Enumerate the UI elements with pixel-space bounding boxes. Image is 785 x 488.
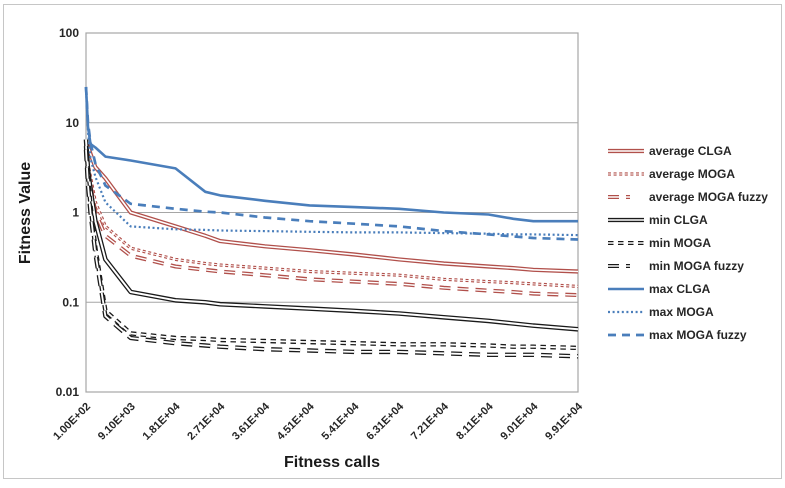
legend-marker-icon (608, 333, 644, 336)
legend-marker-icon (608, 240, 644, 245)
x-tick-label: 9.10E+03 (96, 401, 138, 443)
legend-marker-icon (608, 263, 630, 268)
y-tick-label: 10 (66, 116, 80, 130)
series-line-core (85, 142, 579, 273)
legend-marker-icon (608, 310, 644, 313)
x-tick-label: 1.81E+04 (141, 400, 184, 443)
x-tick-label: 5.41E+04 (319, 400, 362, 443)
x-tick-label: 3.61E+04 (230, 400, 273, 443)
legend-item-label: max MOGA fuzzy (649, 327, 747, 342)
y-tick-label: 0.1 (62, 295, 79, 309)
gridlines (85, 32, 579, 393)
series-line-core (85, 146, 579, 287)
legend-item-label: max MOGA (649, 304, 714, 319)
legend-item-average-MOGA: average MOGA (606, 162, 768, 185)
y-axis-title: Fitness Value (17, 162, 34, 264)
legend-item-max-CLGA: max CLGA (606, 277, 768, 300)
legend-item-average-MOGA-fuzzy: average MOGA fuzzy (606, 185, 768, 208)
legend-item-label: min MOGA (649, 235, 711, 250)
legend-item-label: max CLGA (649, 281, 711, 296)
legend-marker-icon (608, 287, 644, 290)
x-tick-label: 7.21E+04 (409, 400, 452, 443)
series-line-max-CLGA (84, 86, 578, 223)
x-tick-label: 6.31E+04 (364, 400, 407, 443)
x-tick-label: 2.71E+04 (185, 400, 228, 443)
x-axis-tick-labels: 1.00E+02 9.10E+03 1.81E+04 2.71E+04 3.61E+04… (51, 400, 586, 443)
legend-item-max-MOGA-fuzzy: max MOGA fuzzy (606, 323, 768, 346)
legend-item-label: min CLGA (649, 212, 708, 227)
series-line-max-MOGA (84, 86, 579, 237)
legend-item-max-MOGA: max MOGA (606, 300, 768, 323)
series-line-core (85, 139, 579, 331)
x-tick-label: 8.11E+04 (454, 400, 496, 442)
series-line-core (85, 149, 579, 358)
legend-item-label: average MOGA fuzzy (649, 189, 768, 204)
legend-item-average-CLGA: average CLGA (606, 139, 768, 162)
x-axis-title: Fitness calls (284, 454, 380, 471)
y-axis-tick-labels: 100 10 1 0.1 0.01 (56, 26, 80, 399)
x-tick-label: 9.91E+04 (543, 400, 586, 443)
y-tick-label: 1 (72, 206, 79, 220)
legend: average CLGA average MOGA average MOGA fuz… (606, 139, 768, 346)
legend-item-label: min MOGA fuzzy (649, 258, 744, 273)
legend-item-min-CLGA: min CLGA (606, 208, 768, 231)
legend-marker-icon (608, 194, 630, 199)
legend-marker-icon (608, 171, 644, 176)
x-tick-label: 1.00E+02 (51, 401, 93, 443)
legend-marker-icon (608, 217, 644, 222)
y-tick-label: 100 (59, 26, 79, 40)
series-lines (83, 86, 579, 359)
legend-item-min-MOGA: min MOGA (606, 231, 768, 254)
series-line-max-MOGA-fuzzy (84, 86, 579, 241)
legend-item-min-MOGA-fuzzy: min MOGA fuzzy (606, 254, 768, 277)
y-tick-label: 0.01 (56, 385, 80, 399)
x-tick-label: 4.51E+04 (275, 400, 318, 443)
x-tick-label: 9.01E+04 (498, 400, 541, 443)
legend-item-label: average CLGA (649, 143, 732, 158)
legend-item-label: average MOGA (649, 166, 736, 181)
legend-marker-icon (608, 148, 644, 153)
